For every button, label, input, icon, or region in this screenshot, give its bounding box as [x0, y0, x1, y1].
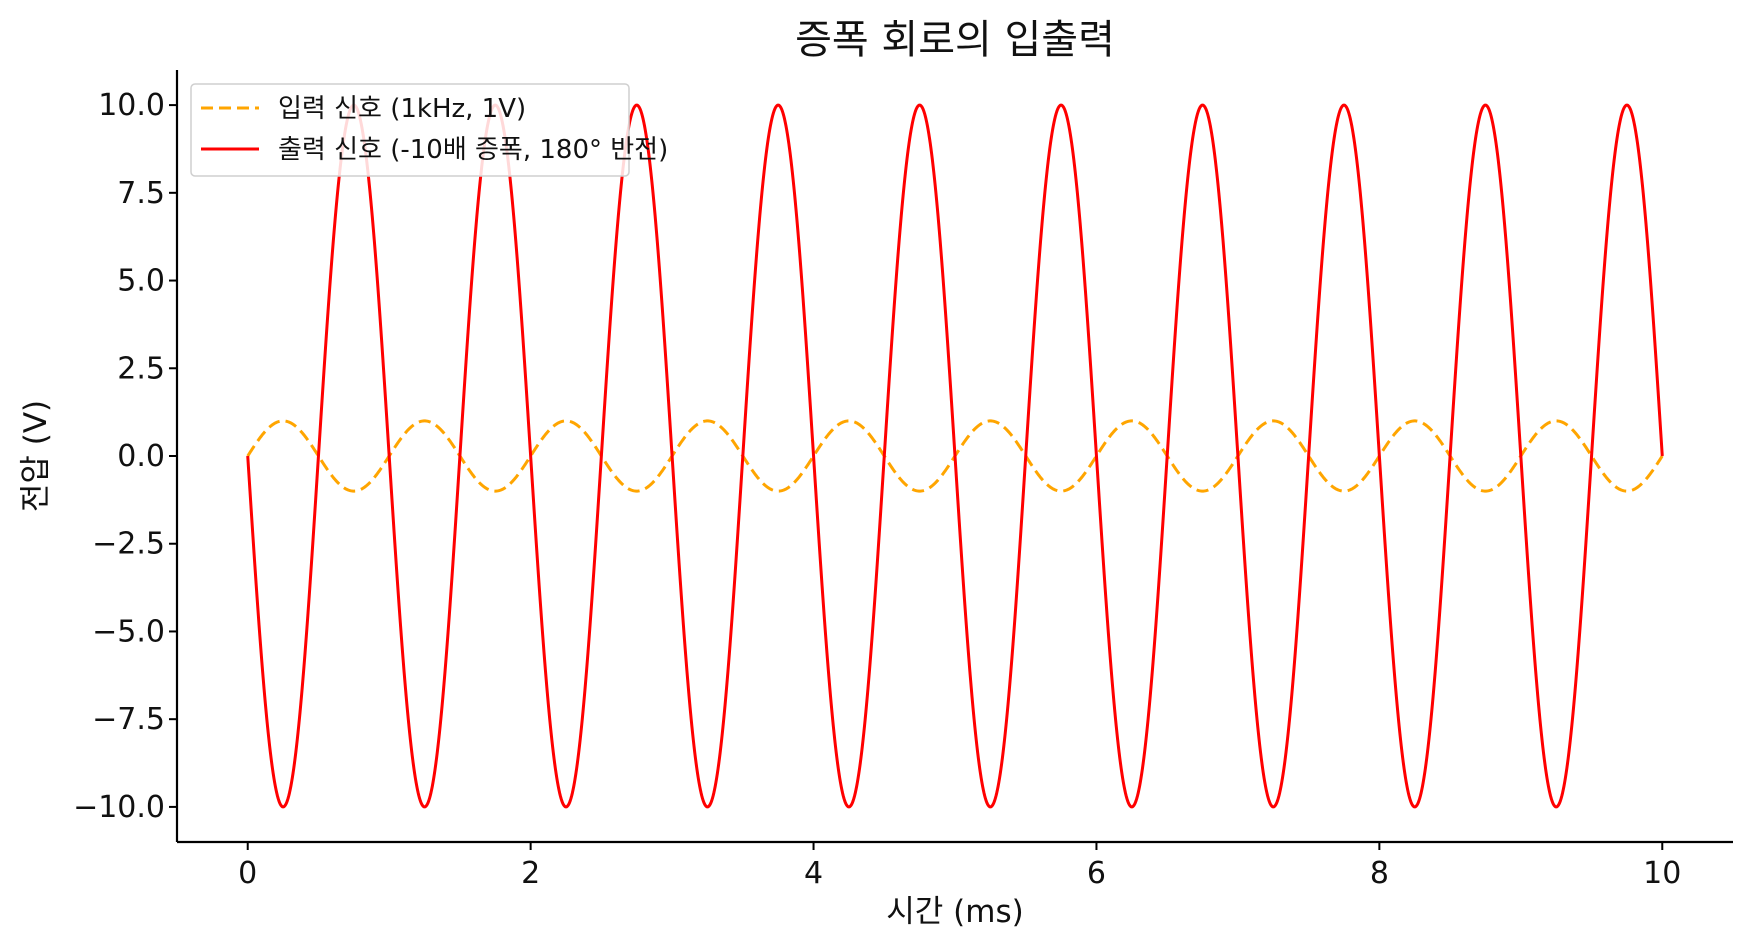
series-line-output: [246, 103, 1664, 809]
x-tick-label: 0: [238, 856, 257, 891]
y-tick-label: 10.0: [98, 88, 165, 123]
x-axis-ticks: 0 2 4 6 8 10: [238, 842, 1681, 891]
y-tick-label: 7.5: [117, 176, 165, 211]
x-tick-label: 2: [521, 856, 540, 891]
legend-label-output: 출력 신호 (-10배 증폭, 180° 반전): [278, 135, 668, 165]
y-axis-label: 전압 (V): [18, 400, 54, 512]
chart-title: 증폭 회로의 입출력: [795, 17, 1115, 63]
y-tick-label: 5.0: [117, 264, 165, 299]
series-layer: [246, 103, 1664, 809]
x-tick-label: 6: [1087, 856, 1106, 891]
y-tick-label: 2.5: [117, 351, 165, 386]
y-tick-label: 0.0: [117, 439, 165, 474]
y-tick-label: −7.5: [92, 702, 165, 737]
x-tick-label: 8: [1370, 856, 1389, 891]
y-axis-ticks: 10.0 7.5 5.0 2.5 0.0 −2.5 −5.0 −7.5 −10.0: [73, 88, 177, 825]
x-tick-label: 4: [804, 856, 823, 891]
x-axis-label: 시간 (ms): [886, 894, 1023, 930]
x-tick-label: 10: [1643, 856, 1681, 891]
legend: 입력 신호 (1kHz, 1V) 출력 신호 (-10배 증폭, 180° 반전…: [190, 83, 668, 177]
legend-label-input: 입력 신호 (1kHz, 1V): [278, 94, 526, 124]
y-tick-label: −10.0: [73, 790, 165, 825]
y-tick-label: −2.5: [92, 527, 165, 562]
y-tick-label: −5.0: [92, 614, 165, 649]
legend-box: [190, 83, 630, 177]
